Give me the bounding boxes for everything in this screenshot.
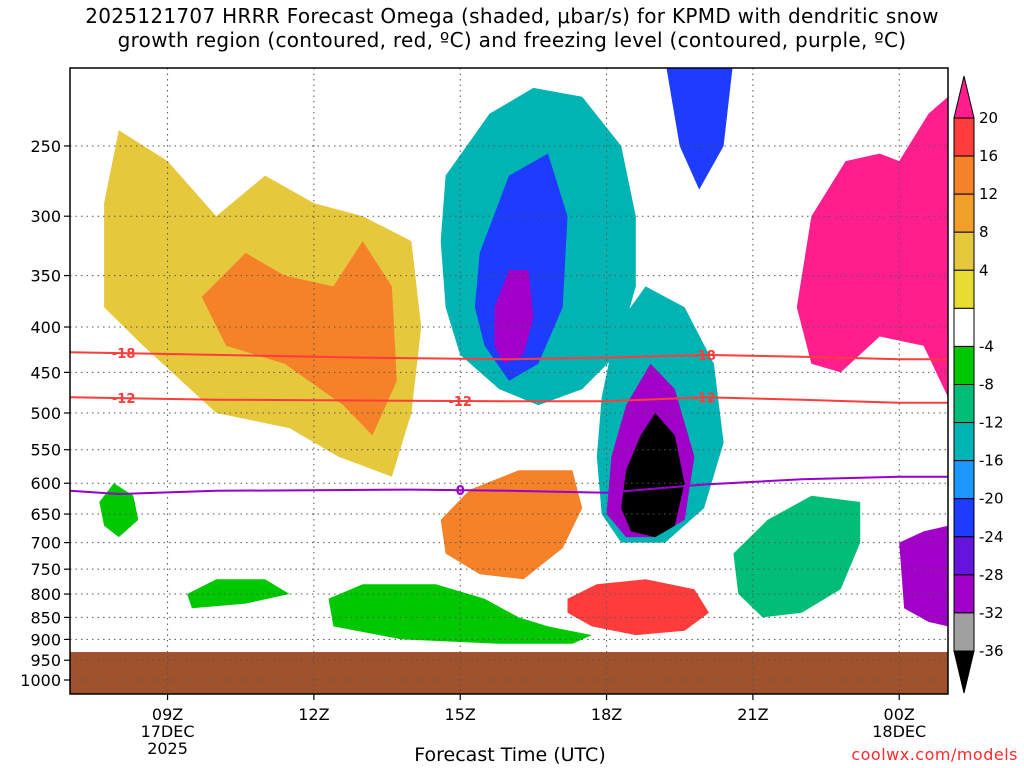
colorbar-swatch-8 [953, 422, 975, 462]
omega-region-strong-ascent-core-black [621, 413, 685, 538]
chart-title: 2025121707 HRRR Forecast Omega (shaded, … [0, 4, 1024, 52]
colorbar-swatch-2 [953, 193, 975, 233]
colorbar-swatch-4 [953, 269, 975, 309]
freezing-level-contour-line [70, 475, 948, 496]
x-tick-label-9: 09Z [152, 705, 183, 724]
colorbar-label-10: -24 [979, 528, 1004, 546]
x-tick-date-24: 18DEC [872, 722, 926, 741]
dgz-contour-1-label-1: -12 [448, 395, 472, 410]
colorbar-label-12: -32 [979, 604, 1004, 622]
x-tick-label-24: 00Z [884, 705, 915, 724]
colorbar-label-5: -4 [979, 337, 994, 355]
source-credit: coolwx.com/models [851, 745, 1018, 764]
omega-region-low-level-ascent-mid [733, 495, 861, 618]
y-tick-label-900: 900 [30, 630, 61, 649]
dgz-contour-1-label-0: -12 [112, 392, 136, 407]
colorbar-label-0: 20 [979, 109, 998, 127]
colorbar-label-6: -8 [979, 376, 994, 394]
x-tick-date-9: 17DEC [141, 722, 195, 741]
chart-title-line2: growth region (contoured, red, ºC) and f… [117, 28, 907, 52]
dgz-contour-0-line [70, 351, 948, 361]
x-tick-year-9: 2025 [147, 739, 188, 758]
colorbar-label-1: 16 [979, 147, 998, 165]
omega-region-upper-descent-left-orange [201, 241, 397, 436]
y-tick-label-550: 550 [30, 441, 61, 460]
colorbar-swatch-10 [953, 498, 975, 538]
y-tick-label-700: 700 [30, 534, 61, 553]
y-tick-label-600: 600 [30, 474, 61, 493]
omega-region-small-ascent-cell-0900z [99, 483, 139, 538]
y-tick-label-950: 950 [30, 651, 61, 670]
omega-region-midlevel-descent [440, 470, 583, 580]
colorbar-swatch-3 [953, 231, 975, 271]
x-axis-label: Forecast Time (UTC) [414, 744, 606, 766]
colorbar-swatch-1 [953, 155, 975, 195]
colorbar-label-4: 4 [979, 261, 989, 279]
colorbar-swatch-13 [953, 612, 975, 652]
omega-region-small-ascent-cell-1000z [187, 579, 290, 609]
chart-title-line1: 2025121707 HRRR Forecast Omega (shaded, … [85, 4, 939, 28]
colorbar-swatch-bottom [953, 650, 975, 694]
colorbar-label-13: -36 [979, 642, 1004, 660]
omega-region-upper-ascent-core-purple [494, 270, 534, 364]
colorbar-swatch-top [953, 75, 975, 119]
y-axis: 250 300 350 400 450 500 550 600 650 700 750 800 850 9… [20, 137, 70, 690]
y-tick-label-850: 850 [30, 608, 61, 627]
colorbar-swatch-7 [953, 384, 975, 424]
colorbar-label-9: -20 [979, 490, 1004, 508]
x-tick-label-15: 15Z [445, 705, 476, 724]
colorbar-label-7: -12 [979, 414, 1004, 432]
y-tick-label-750: 750 [30, 560, 61, 579]
colorbar-swatch-0 [953, 117, 975, 157]
y-tick-label-250: 250 [30, 137, 61, 156]
x-tick-label-12: 12Z [298, 705, 329, 724]
colorbar-swatch-12 [953, 574, 975, 614]
colorbar-swatch-11 [953, 536, 975, 576]
x-tick-label-21: 21Z [737, 705, 768, 724]
terrain-surface [70, 652, 948, 694]
omega-shading [99, 68, 948, 644]
omega-region-low-level-descent-center [567, 579, 709, 636]
colorbar-label-8: -16 [979, 452, 1004, 470]
colorbar-swatch-5 [953, 307, 975, 347]
colorbar-swatch-9 [953, 460, 975, 500]
plot-frame [69, 67, 949, 695]
omega-region-near-surface-ascent-right [899, 525, 948, 627]
y-tick-label-800: 800 [30, 585, 61, 604]
freezing-level-contour-label-0: 0 [456, 484, 465, 499]
colorbar-label-11: -28 [979, 566, 1004, 584]
y-tick-label-350: 350 [30, 267, 61, 286]
contour-layer: -18 -18 -12 -12 -12 0 [70, 347, 948, 499]
colorbar-swatch-6 [953, 345, 975, 385]
omega-region-top-center-ascent [666, 68, 733, 190]
y-tick-label-400: 400 [30, 318, 61, 337]
y-tick-label-300: 300 [30, 207, 61, 226]
terrain-layer [70, 652, 948, 694]
dgz-contour-1-line [70, 396, 948, 404]
x-tick-label-18: 18Z [591, 705, 622, 724]
y-tick-label-1000: 1000 [20, 671, 61, 690]
dgz-contour-0-label-0: -18 [112, 347, 136, 362]
colorbar: 20 16 12 8 4 -4 -8 -12 -16 -20 -24 -28 -32 -36 [953, 75, 1004, 694]
dgz-contour-1-label-2: -12 [692, 391, 716, 406]
gridlines [70, 68, 948, 694]
colorbar-label-3: 8 [979, 223, 989, 241]
dgz-contour-0-label-1: -18 [692, 349, 716, 364]
colorbar-label-2: 12 [979, 185, 998, 203]
y-tick-label-650: 650 [30, 505, 61, 524]
y-tick-label-450: 450 [30, 363, 61, 382]
y-tick-label-500: 500 [30, 404, 61, 423]
omega-region-upper-descent-right [796, 96, 948, 398]
